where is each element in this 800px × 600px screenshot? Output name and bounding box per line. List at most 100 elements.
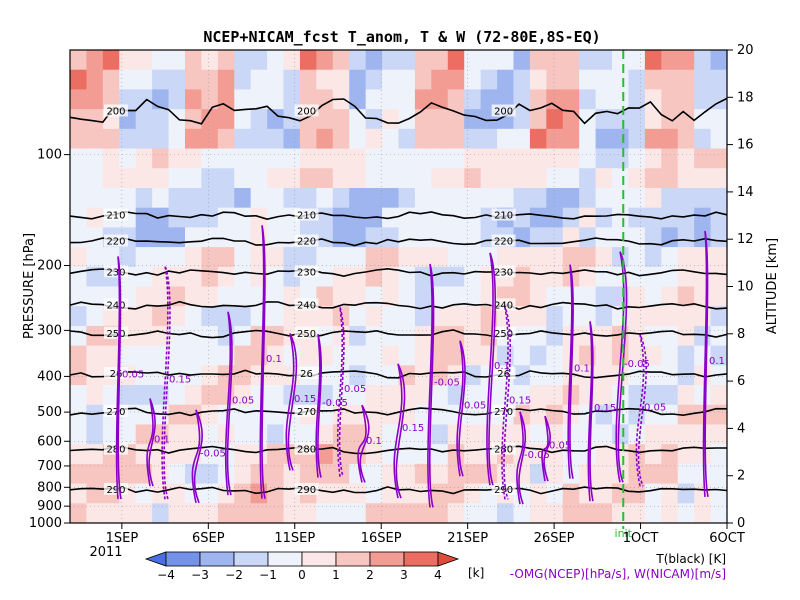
heat-cell [562, 168, 580, 189]
heat-cell [102, 306, 120, 327]
heat-cell [398, 463, 416, 485]
heat-cell [201, 286, 219, 307]
heat-cell [349, 503, 367, 524]
w-contour-label: 0.1 [366, 436, 382, 447]
heat-cell [349, 69, 367, 91]
heat-cell [431, 404, 449, 426]
heat-cell [349, 168, 367, 189]
heat-cell [250, 503, 268, 524]
heat-cell [316, 69, 334, 91]
y-tick-label-right: 8 [737, 327, 745, 342]
heat-cell [201, 306, 219, 327]
heat-cell [168, 306, 186, 327]
heat-cell [595, 345, 613, 366]
temperature-contour-label-bg [103, 298, 128, 311]
heat-cell [612, 50, 630, 71]
heat-cell [365, 404, 383, 426]
init-marker: init [615, 50, 633, 540]
heat-cell [365, 345, 383, 366]
heat-cell [250, 325, 268, 347]
y-tick-label-right: 0 [737, 516, 745, 531]
heat-cell [382, 385, 400, 406]
heat-cell [661, 247, 679, 268]
heat-cell [694, 148, 712, 169]
heat-cell [217, 483, 235, 504]
heat-cell [365, 187, 383, 209]
colorbar-tick-label: −2 [225, 568, 243, 582]
heat-cell [152, 404, 170, 426]
heat-cell [710, 148, 728, 169]
heat-cell [267, 444, 285, 465]
heat-cell [612, 148, 630, 169]
heat-cell [644, 227, 662, 248]
heat-cell [431, 286, 449, 307]
heat-cell [349, 148, 367, 169]
heat-cell [234, 385, 252, 406]
heat-cell [168, 345, 186, 366]
heat-cell [694, 168, 712, 189]
heat-cell [168, 444, 186, 465]
heat-cell [661, 306, 679, 327]
heat-cell [628, 306, 646, 327]
heat-cell [431, 168, 449, 189]
heat-cell [135, 503, 153, 524]
heat-cell [365, 306, 383, 327]
heat-cell [250, 404, 268, 426]
heat-cell [184, 168, 203, 189]
heat-cell [283, 50, 301, 71]
heat-cell [382, 286, 400, 307]
heat-cell [529, 69, 547, 91]
heat-cell [299, 50, 317, 71]
heat-cell [710, 207, 728, 228]
heat-cell [332, 503, 350, 524]
heat-cell [546, 128, 564, 150]
temperature-contour-line [69, 329, 728, 339]
heat-cell [661, 345, 679, 366]
w-contour-label: -0.05 [434, 378, 460, 389]
heat-cell [168, 463, 186, 485]
heat-cell [677, 69, 695, 91]
heat-cell [677, 483, 695, 504]
heat-cell [299, 306, 317, 327]
heat-cell [546, 345, 564, 366]
heat-cell [529, 424, 547, 445]
y-tick-label-left: 100 [37, 148, 62, 163]
heat-cell [135, 404, 153, 426]
heat-cell [694, 385, 712, 406]
temperature-contours: 200 200 200 210 210 210 220 220 220 230 230 230 240 2… [69, 97, 728, 496]
temperature-contour-label: 210 [297, 211, 316, 222]
heat-cell [184, 187, 203, 209]
heat-cell [349, 89, 367, 110]
heat-cell [431, 483, 449, 504]
heat-cell [283, 69, 301, 91]
heat-cell [299, 345, 317, 366]
heat-cell [579, 109, 597, 130]
heat-cell [612, 187, 630, 209]
heat-cell [529, 286, 547, 307]
heat-cell [661, 187, 679, 209]
heat-cell [710, 483, 728, 504]
heat-cell [694, 247, 712, 268]
heat-cell [267, 69, 285, 91]
heat-cell [562, 207, 580, 228]
y-tick-label-left: 900 [37, 499, 62, 514]
heat-cell [135, 50, 153, 71]
heat-cell [513, 266, 531, 288]
heat-cell [447, 207, 465, 228]
heat-cell [595, 503, 613, 524]
heat-cell [86, 404, 104, 426]
heat-cell [710, 266, 728, 288]
heat-cell [579, 227, 597, 248]
heat-cell [628, 365, 646, 386]
heat-cell [513, 207, 531, 228]
heat-cell [562, 50, 580, 71]
heat-cell [250, 444, 268, 465]
heat-cell [661, 207, 679, 228]
y-tick-label-left: 700 [37, 459, 62, 474]
heat-cell [299, 69, 317, 91]
heat-cell [70, 69, 88, 91]
heat-cell [464, 168, 482, 189]
heat-cell [644, 385, 662, 406]
heat-cell [464, 148, 482, 169]
temperature-contour-label: 290 [297, 485, 316, 496]
